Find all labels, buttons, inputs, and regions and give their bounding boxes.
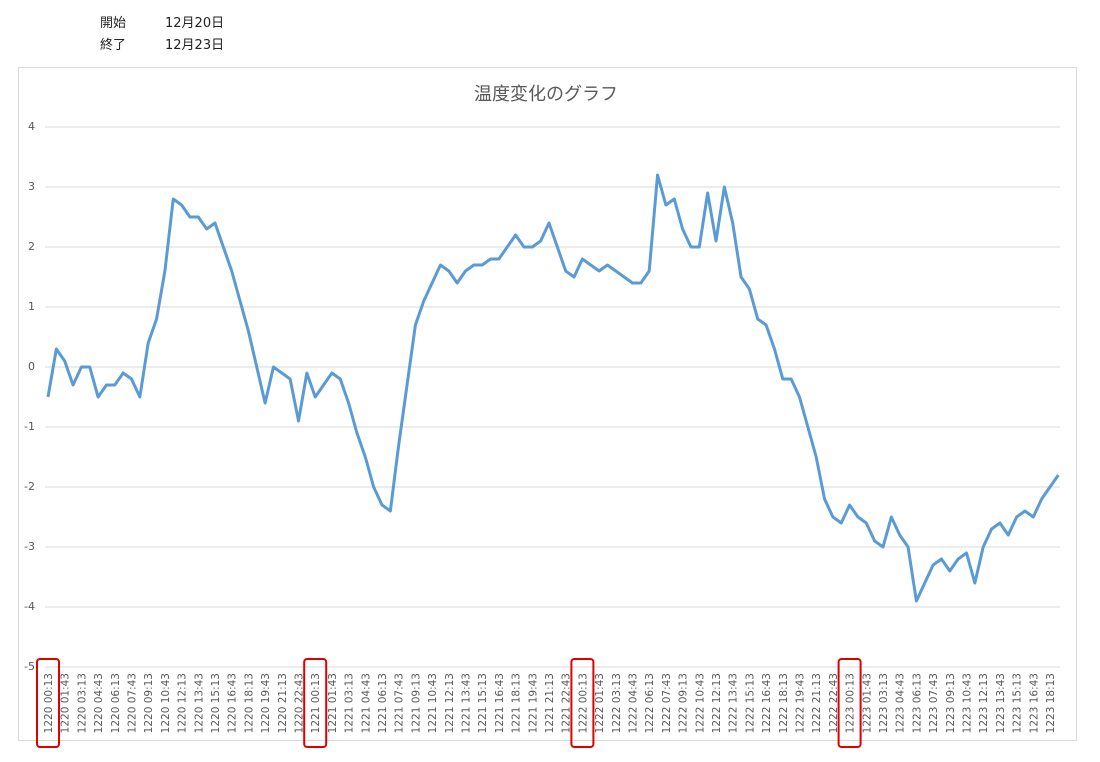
x-tick-label: 1220 18:13 — [243, 673, 255, 733]
x-tick-label: 1223 04:43 — [895, 673, 907, 733]
x-tick-label: 1222 04:43 — [628, 673, 640, 733]
highlight-box — [303, 658, 328, 748]
x-tick-label: 1223 15:13 — [1012, 673, 1024, 733]
x-tick-label: 1222 15:13 — [744, 673, 756, 733]
date: 12月23日 — [165, 38, 225, 53]
chart-title: 温度変化のグラフ — [474, 84, 618, 105]
x-tick-label: 1220 15:13 — [210, 673, 222, 733]
x-tick-label: 1221 04:43 — [360, 673, 372, 733]
x-tick-label: 1222 16:43 — [761, 673, 773, 733]
highlight-box — [837, 658, 862, 748]
x-tick-label: 1221 16:43 — [494, 673, 506, 733]
x-tick-label: 1220 07:43 — [127, 673, 139, 733]
chart-frame — [18, 67, 1077, 741]
x-tick-label: 1220 06:13 — [110, 673, 122, 733]
x-tick-label: 1221 18:13 — [511, 673, 523, 733]
x-tick-label: 1223 13:43 — [995, 673, 1007, 733]
x-tick-label: 1221 22:43 — [561, 673, 573, 733]
x-tick-label: 1222 18:13 — [778, 673, 790, 733]
x-tick-label: 1221 00:13 — [310, 673, 322, 733]
line — [46, 173, 1060, 603]
x-tick-label: 1220 19:43 — [260, 673, 272, 733]
x-tick-label: 1221 15:13 — [477, 673, 489, 733]
date: 12月20日 — [165, 16, 225, 31]
y-tick-label: -1 — [24, 420, 35, 433]
x-tick-label: 1223 01:43 — [861, 673, 873, 733]
x-tick-label: 1220 21:13 — [277, 673, 289, 733]
highlight-box — [570, 658, 595, 748]
x-tick-label: 1222 13:43 — [728, 673, 740, 733]
x-tick-label: 1220 12:13 — [177, 673, 189, 733]
x-tick-label: 1220 04:43 — [93, 673, 105, 733]
x-tick-label: 1221 19:43 — [527, 673, 539, 733]
y-tick-label: 0 — [28, 360, 35, 373]
x-tick-label: 1220 03:13 — [76, 673, 88, 733]
x-tick-label: 1220 01:43 — [60, 673, 72, 733]
x-tick-label: 1222 19:43 — [795, 673, 807, 733]
x-tick-label: 1220 09:13 — [143, 673, 155, 733]
x-tick-label: 1223 06:13 — [911, 673, 923, 733]
x-tick-label: 1223 07:43 — [928, 673, 940, 733]
y-tick-label: 1 — [28, 300, 35, 313]
x-tick-label: 1221 09:13 — [410, 673, 422, 733]
x-tick-label: 1221 03:13 — [344, 673, 356, 733]
x-tick-label: 1223 16:43 — [1028, 673, 1040, 733]
header: 開始 12月20日 終了 12月23日 — [100, 13, 224, 57]
y-tick-label: -3 — [24, 540, 35, 553]
x-tick-label: 1222 10:43 — [694, 673, 706, 733]
x-tick-label: 1222 00:13 — [577, 673, 589, 733]
x-tick-label: 1223 18:13 — [1045, 673, 1057, 733]
x-tick-label: 1221 07:43 — [394, 673, 406, 733]
x-tick-label: 1223 10:43 — [962, 673, 974, 733]
y-tick-label: 4 — [28, 120, 35, 133]
x-tick-label: 1221 06:13 — [377, 673, 389, 733]
x-tick-label: 1221 21:13 — [544, 673, 556, 733]
x-tick-label: 1221 01:43 — [327, 673, 339, 733]
label: 終了 — [100, 38, 127, 53]
x-tick-label: 1222 06:13 — [644, 673, 656, 733]
y-tick-label: -4 — [24, 600, 35, 613]
highlight-box — [36, 658, 60, 748]
y-tick-label: 2 — [28, 240, 35, 253]
x-tick-label: 1220 13:43 — [193, 673, 205, 733]
x-tick-label: 1222 12:13 — [711, 673, 723, 733]
x-tick-label: 1221 12:13 — [444, 673, 456, 733]
x-tick-label: 1222 09:13 — [678, 673, 690, 733]
y-tick-label: 3 — [28, 180, 35, 193]
header-row: 終了 12月23日 — [100, 35, 224, 57]
x-tick-label: 1222 03:13 — [611, 673, 623, 733]
x-tick-label: 1220 00:13 — [43, 673, 55, 733]
y-tick-label: -5 — [24, 660, 35, 673]
header-row: 開始 12月20日 — [100, 13, 224, 35]
x-tick-label: 1221 13:43 — [461, 673, 473, 733]
x-tick-label: 1222 01:43 — [594, 673, 606, 733]
x-tick-label: 1222 22:43 — [828, 673, 840, 733]
x-tick-label: 1222 21:13 — [811, 673, 823, 733]
x-tick-label: 1222 07:43 — [661, 673, 673, 733]
x-tick-label: 1220 10:43 — [160, 673, 172, 733]
x-tick-label: 1221 10:43 — [427, 673, 439, 733]
label: 開始 — [100, 16, 127, 31]
y-tick-label: -2 — [24, 480, 35, 493]
x-tick-label: 1220 16:43 — [227, 673, 239, 733]
x-tick-label: 1223 09:13 — [945, 673, 957, 733]
x-tick-label: 1223 00:13 — [845, 673, 857, 733]
x-tick-label: 1223 03:13 — [878, 673, 890, 733]
x-tick-label: 1223 12:13 — [978, 673, 990, 733]
x-tick-label: 1220 22:43 — [294, 673, 306, 733]
